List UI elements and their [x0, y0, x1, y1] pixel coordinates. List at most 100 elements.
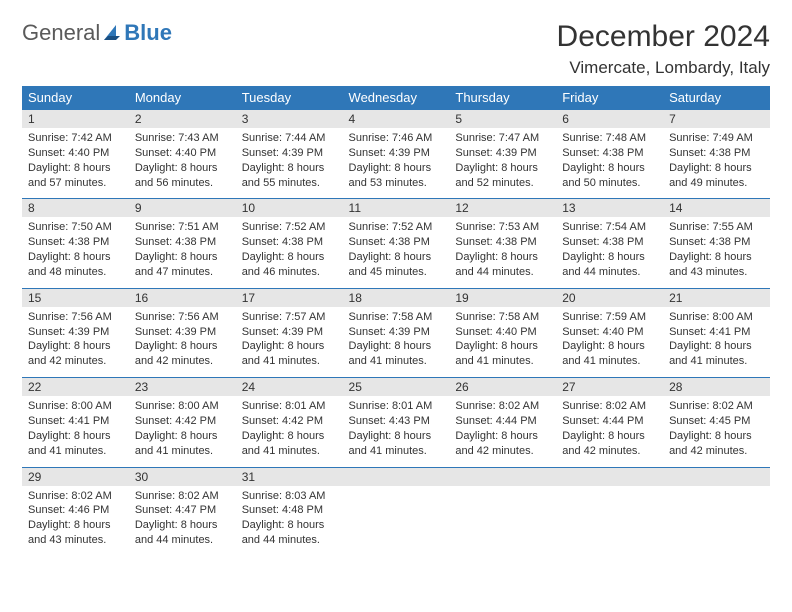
day-dl: Daylight: 8 hours and 41 minutes. [135, 429, 230, 459]
day-dl: Daylight: 8 hours and 49 minutes. [669, 161, 764, 191]
calendar-cell: 26Sunrise: 8:02 AMSunset: 4:44 PMDayligh… [449, 378, 556, 467]
day-ss: Sunset: 4:38 PM [669, 235, 764, 250]
calendar-cell: 17Sunrise: 7:57 AMSunset: 4:39 PMDayligh… [236, 288, 343, 377]
day-sr: Sunrise: 7:48 AM [562, 131, 657, 146]
day-number: 25 [343, 378, 450, 396]
brand-logo: General Blue [22, 20, 172, 46]
day-number: 22 [22, 378, 129, 396]
day-details: Sunrise: 7:52 AMSunset: 4:38 PMDaylight:… [236, 217, 343, 287]
day-details: Sunrise: 8:01 AMSunset: 4:42 PMDaylight:… [236, 396, 343, 466]
day-details-empty [556, 486, 663, 538]
calendar-cell: 7Sunrise: 7:49 AMSunset: 4:38 PMDaylight… [663, 110, 770, 199]
day-details: Sunrise: 7:46 AMSunset: 4:39 PMDaylight:… [343, 128, 450, 198]
day-number-empty [343, 468, 450, 486]
calendar-cell [556, 467, 663, 556]
calendar-cell: 24Sunrise: 8:01 AMSunset: 4:42 PMDayligh… [236, 378, 343, 467]
day-number: 5 [449, 110, 556, 128]
day-ss: Sunset: 4:39 PM [28, 325, 123, 340]
day-number-empty [556, 468, 663, 486]
day-number: 13 [556, 199, 663, 217]
day-sr: Sunrise: 8:02 AM [455, 399, 550, 414]
weekday-header: Monday [129, 86, 236, 110]
calendar-cell: 21Sunrise: 8:00 AMSunset: 4:41 PMDayligh… [663, 288, 770, 377]
day-sr: Sunrise: 7:56 AM [135, 310, 230, 325]
day-dl: Daylight: 8 hours and 44 minutes. [242, 518, 337, 548]
day-dl: Daylight: 8 hours and 41 minutes. [349, 339, 444, 369]
day-dl: Daylight: 8 hours and 46 minutes. [242, 250, 337, 280]
day-ss: Sunset: 4:40 PM [562, 325, 657, 340]
day-sr: Sunrise: 7:57 AM [242, 310, 337, 325]
day-sr: Sunrise: 7:43 AM [135, 131, 230, 146]
calendar-cell: 16Sunrise: 7:56 AMSunset: 4:39 PMDayligh… [129, 288, 236, 377]
day-ss: Sunset: 4:38 PM [242, 235, 337, 250]
day-number: 9 [129, 199, 236, 217]
day-number: 21 [663, 289, 770, 307]
day-number: 19 [449, 289, 556, 307]
day-number: 4 [343, 110, 450, 128]
day-sr: Sunrise: 7:47 AM [455, 131, 550, 146]
day-details: Sunrise: 8:00 AMSunset: 4:42 PMDaylight:… [129, 396, 236, 466]
day-dl: Daylight: 8 hours and 43 minutes. [28, 518, 123, 548]
calendar-cell: 15Sunrise: 7:56 AMSunset: 4:39 PMDayligh… [22, 288, 129, 377]
calendar-cell: 4Sunrise: 7:46 AMSunset: 4:39 PMDaylight… [343, 110, 450, 199]
calendar-cell [343, 467, 450, 556]
calendar-cell: 9Sunrise: 7:51 AMSunset: 4:38 PMDaylight… [129, 199, 236, 288]
day-dl: Daylight: 8 hours and 42 minutes. [135, 339, 230, 369]
calendar-cell: 27Sunrise: 8:02 AMSunset: 4:44 PMDayligh… [556, 378, 663, 467]
location-subtitle: Vimercate, Lombardy, Italy [22, 58, 770, 78]
day-number: 6 [556, 110, 663, 128]
calendar-cell: 10Sunrise: 7:52 AMSunset: 4:38 PMDayligh… [236, 199, 343, 288]
day-details: Sunrise: 8:02 AMSunset: 4:46 PMDaylight:… [22, 486, 129, 556]
day-details: Sunrise: 7:55 AMSunset: 4:38 PMDaylight:… [663, 217, 770, 287]
day-ss: Sunset: 4:40 PM [135, 146, 230, 161]
day-ss: Sunset: 4:43 PM [349, 414, 444, 429]
day-sr: Sunrise: 7:46 AM [349, 131, 444, 146]
day-sr: Sunrise: 7:42 AM [28, 131, 123, 146]
calendar-cell: 28Sunrise: 8:02 AMSunset: 4:45 PMDayligh… [663, 378, 770, 467]
calendar-cell: 14Sunrise: 7:55 AMSunset: 4:38 PMDayligh… [663, 199, 770, 288]
day-ss: Sunset: 4:38 PM [135, 235, 230, 250]
calendar-cell [449, 467, 556, 556]
day-ss: Sunset: 4:48 PM [242, 503, 337, 518]
calendar-cell [663, 467, 770, 556]
day-ss: Sunset: 4:38 PM [28, 235, 123, 250]
day-ss: Sunset: 4:38 PM [562, 146, 657, 161]
day-dl: Daylight: 8 hours and 41 minutes. [669, 339, 764, 369]
day-details: Sunrise: 8:02 AMSunset: 4:45 PMDaylight:… [663, 396, 770, 466]
day-details: Sunrise: 7:56 AMSunset: 4:39 PMDaylight:… [129, 307, 236, 377]
weekday-header: Sunday [22, 86, 129, 110]
day-ss: Sunset: 4:39 PM [242, 146, 337, 161]
day-sr: Sunrise: 8:02 AM [669, 399, 764, 414]
day-ss: Sunset: 4:41 PM [28, 414, 123, 429]
day-details: Sunrise: 7:52 AMSunset: 4:38 PMDaylight:… [343, 217, 450, 287]
day-details: Sunrise: 8:02 AMSunset: 4:47 PMDaylight:… [129, 486, 236, 556]
day-sr: Sunrise: 7:53 AM [455, 220, 550, 235]
calendar-cell: 8Sunrise: 7:50 AMSunset: 4:38 PMDaylight… [22, 199, 129, 288]
day-ss: Sunset: 4:44 PM [562, 414, 657, 429]
day-ss: Sunset: 4:39 PM [135, 325, 230, 340]
page-title: December 2024 [557, 20, 770, 54]
calendar-week-row: 29Sunrise: 8:02 AMSunset: 4:46 PMDayligh… [22, 467, 770, 556]
day-sr: Sunrise: 7:58 AM [455, 310, 550, 325]
day-details: Sunrise: 7:51 AMSunset: 4:38 PMDaylight:… [129, 217, 236, 287]
day-number: 31 [236, 468, 343, 486]
day-sr: Sunrise: 7:49 AM [669, 131, 764, 146]
day-ss: Sunset: 4:46 PM [28, 503, 123, 518]
calendar-cell: 22Sunrise: 8:00 AMSunset: 4:41 PMDayligh… [22, 378, 129, 467]
day-details: Sunrise: 7:58 AMSunset: 4:39 PMDaylight:… [343, 307, 450, 377]
logo-sail-icon [102, 23, 122, 43]
day-sr: Sunrise: 8:03 AM [242, 489, 337, 504]
day-number: 20 [556, 289, 663, 307]
day-sr: Sunrise: 8:02 AM [135, 489, 230, 504]
day-ss: Sunset: 4:45 PM [669, 414, 764, 429]
calendar-week-row: 22Sunrise: 8:00 AMSunset: 4:41 PMDayligh… [22, 378, 770, 467]
day-sr: Sunrise: 7:58 AM [349, 310, 444, 325]
calendar-week-row: 1Sunrise: 7:42 AMSunset: 4:40 PMDaylight… [22, 110, 770, 199]
calendar-cell: 29Sunrise: 8:02 AMSunset: 4:46 PMDayligh… [22, 467, 129, 556]
day-number: 8 [22, 199, 129, 217]
day-sr: Sunrise: 7:51 AM [135, 220, 230, 235]
calendar-cell: 12Sunrise: 7:53 AMSunset: 4:38 PMDayligh… [449, 199, 556, 288]
day-ss: Sunset: 4:39 PM [242, 325, 337, 340]
day-ss: Sunset: 4:38 PM [669, 146, 764, 161]
weekday-header: Saturday [663, 86, 770, 110]
